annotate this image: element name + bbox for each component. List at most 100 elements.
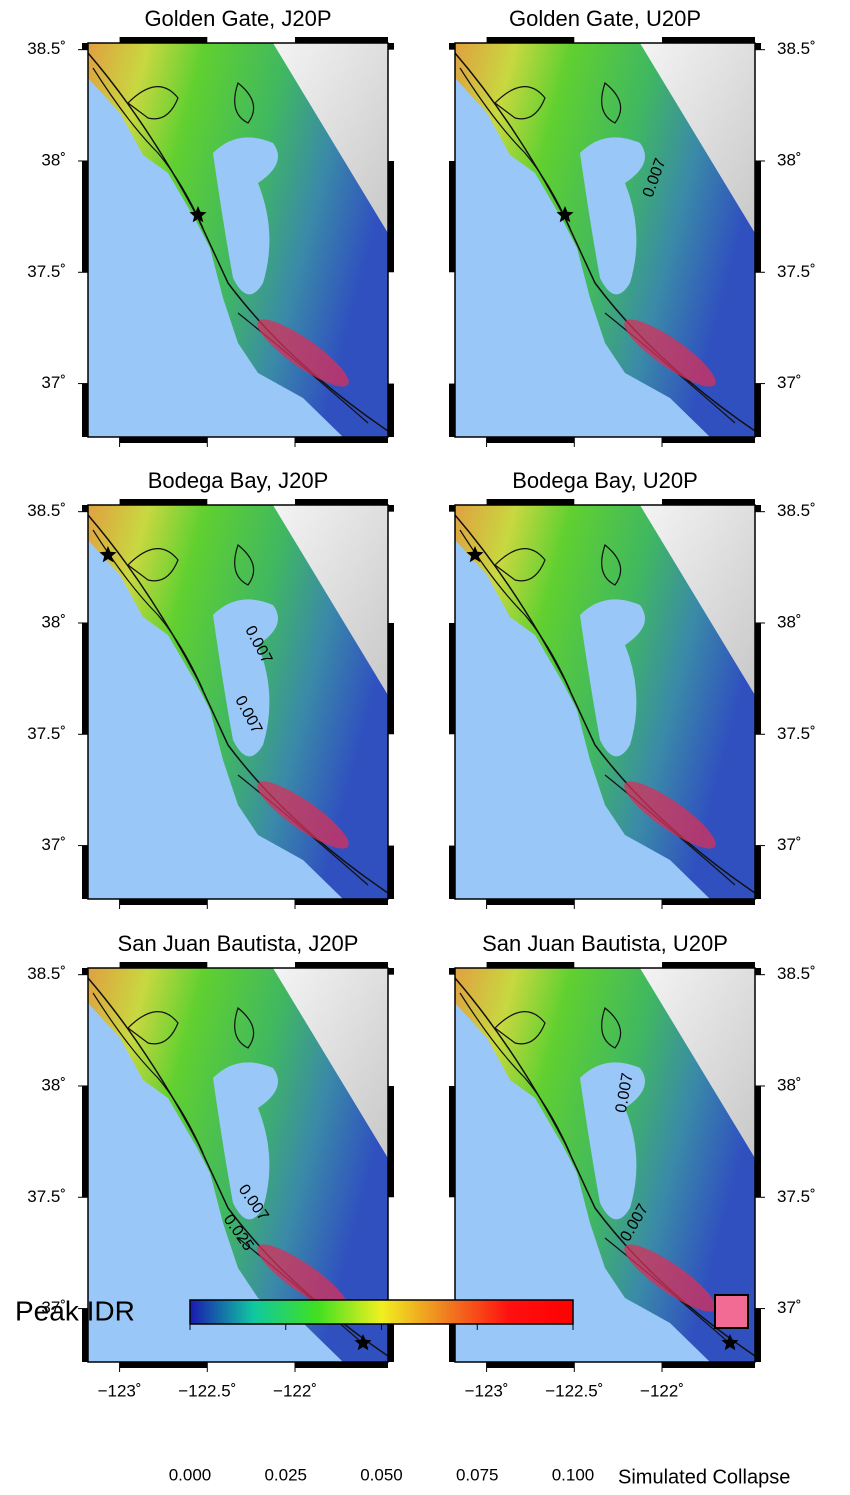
epicenter [99, 546, 117, 563]
lon-label: −123˚ [98, 1381, 142, 1400]
lat-label: 37˚ [777, 1298, 802, 1317]
frame-band [295, 437, 388, 443]
legend-swatch [714, 1294, 749, 1329]
frame-band [82, 505, 88, 512]
frame-band [755, 43, 761, 50]
frame-band [486, 437, 575, 443]
lon-label: −123˚ [465, 1381, 509, 1400]
frame-band [449, 845, 455, 899]
epicenter [556, 206, 574, 223]
frame-band [755, 505, 761, 512]
lat-label: 38.5˚ [777, 39, 816, 58]
frame-band [119, 899, 208, 905]
lat-label: 37˚ [41, 1298, 66, 1317]
lat-label: 37.5˚ [777, 724, 816, 743]
epicenter [721, 1334, 739, 1351]
frame-band [388, 383, 394, 437]
panel-title: Bodega Bay, U20P [512, 468, 698, 493]
panel-title: Golden Gate, J20P [144, 6, 331, 31]
frame-band [82, 845, 88, 899]
frame-band [449, 622, 455, 735]
epicenter [466, 546, 484, 563]
frame-band [82, 968, 88, 975]
frame-band [449, 1085, 455, 1198]
lon-label: −122˚ [640, 1381, 684, 1400]
lat-label: 38˚ [41, 150, 66, 169]
panel-title: Bodega Bay, J20P [148, 468, 329, 493]
frame-band [82, 622, 88, 735]
lat-label: 38˚ [777, 612, 802, 631]
frame-band [755, 160, 761, 273]
frame-band [755, 1085, 761, 1198]
lat-label: 38.5˚ [777, 501, 816, 520]
frame-band [388, 968, 394, 975]
frame-band [662, 499, 755, 505]
frame-band [82, 1085, 88, 1198]
frame-band [295, 1362, 388, 1368]
panel-title: Golden Gate, U20P [509, 6, 701, 31]
frame-band [486, 499, 575, 505]
colorbar-tick-label: 0.000 [169, 1465, 212, 1484]
frame-band [119, 437, 208, 443]
frame-band [295, 899, 388, 905]
frame-band [295, 37, 388, 43]
lat-label: 37˚ [41, 835, 66, 854]
frame-band [388, 845, 394, 899]
frame-band [388, 160, 394, 273]
hot-zone [257, 319, 349, 387]
frame-band [662, 1362, 755, 1368]
frame-band [119, 1362, 208, 1368]
contour-label: 0.007 [613, 1072, 637, 1114]
hot-zone [624, 319, 716, 387]
lat-label: 38˚ [777, 1075, 802, 1094]
frame-band [388, 1308, 394, 1362]
frame-band [662, 437, 755, 443]
colorbar-tick-label: 0.025 [264, 1465, 307, 1484]
frame-band [662, 899, 755, 905]
colorbar-tick-label: 0.075 [456, 1465, 499, 1484]
hot-zone [624, 781, 716, 849]
lon-label: −122˚ [273, 1381, 317, 1400]
lon-label: −122.5˚ [545, 1381, 603, 1400]
lat-label: 38.5˚ [27, 501, 66, 520]
hot-zone [624, 1244, 716, 1312]
frame-band [755, 1308, 761, 1362]
frame-band [486, 962, 575, 968]
frame-band [449, 383, 455, 437]
frame-band [449, 1308, 455, 1362]
colorbar-tick-label: 0.100 [552, 1465, 595, 1484]
frame-band [449, 43, 455, 50]
lat-label: 38.5˚ [27, 964, 66, 983]
frame-band [82, 43, 88, 50]
frame-band [449, 505, 455, 512]
epicenter [189, 206, 207, 223]
hot-zone [257, 781, 349, 849]
frame-band [82, 383, 88, 437]
frame-band [755, 968, 761, 975]
frame-band [119, 962, 208, 968]
lat-label: 38˚ [41, 612, 66, 631]
lat-label: 37˚ [777, 373, 802, 392]
lat-label: 38˚ [777, 150, 802, 169]
lat-label: 37.5˚ [777, 262, 816, 281]
map-panel: Golden Gate, J20P 38.5˚ 38˚ 37.5˚ 37˚ [27, 6, 394, 447]
lon-label: −122.5˚ [178, 1381, 236, 1400]
map-panel: Bodega Bay, U20P 38.5˚ 38˚ 37.5˚ 37˚ [449, 468, 816, 909]
frame-band [486, 899, 575, 905]
lat-label: 38˚ [41, 1075, 66, 1094]
panel-title: San Juan Bautista, U20P [482, 931, 728, 956]
frame-band [755, 845, 761, 899]
lat-label: 37.5˚ [27, 724, 66, 743]
frame-band [295, 499, 388, 505]
frame-band [486, 1362, 575, 1368]
frame-band [119, 37, 208, 43]
frame-band [449, 968, 455, 975]
colorbar [189, 1299, 574, 1325]
lat-label: 37.5˚ [27, 1187, 66, 1206]
frame-band [662, 962, 755, 968]
frame-band [82, 1308, 88, 1362]
